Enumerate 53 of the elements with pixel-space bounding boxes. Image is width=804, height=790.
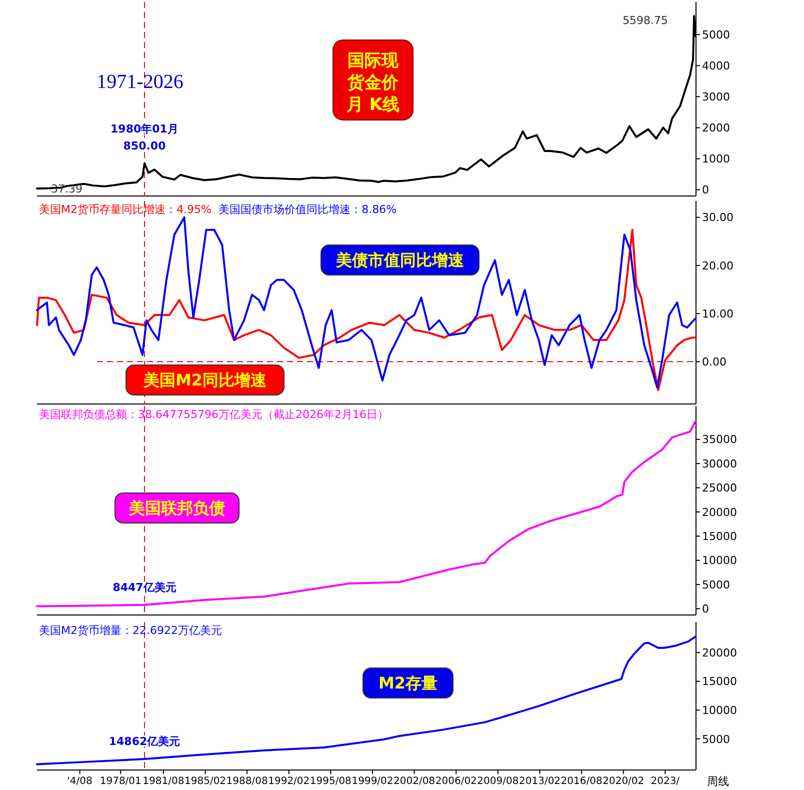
x-tick-label: '4/08 [67,776,92,787]
x-tick-label: 1988/08 [226,776,268,787]
y-tick-label: 5000 [702,578,730,592]
x-tick-label: 1995/08 [310,776,352,787]
annotation: 37.39 [51,182,82,196]
x-tick-label: 2013/02 [519,776,561,787]
y-tick-label: 10.00 [702,307,734,320]
y-tick-label: 30000 [702,457,737,470]
x-tick-label: 1985/02 [184,776,226,787]
y-tick-label: 2000 [702,122,730,135]
y-tick-label: 3000 [702,90,730,104]
text: 美国M2货币存量同比增速：4.95% [39,203,212,216]
y-tick-label: 5000 [702,28,730,42]
y-tick-label: 5000 [702,732,730,746]
x-tick-label: 1978/01 [100,776,142,787]
y-tick-label: 0 [702,602,709,616]
annotation: 1980年01月 850.00 [110,122,178,152]
annotation: 1971-2026 [96,71,184,93]
x-tick-label: 2009/08 [477,776,519,787]
annotation: M2存量 [378,674,438,693]
text: 国际现货金价月 K线 [345,51,400,115]
y-tick-label: 15000 [702,530,737,543]
annotation: 美国联邦负债 [128,498,225,518]
x-tick-label: 2006/02 [435,776,477,787]
x-tick-label: 1992/02 [268,776,310,787]
y-tick-label: 0.00 [702,356,726,369]
y-tick-label: 10000 [702,704,737,717]
y-tick-label: 0 [702,184,709,197]
y-tick-label: 20.00 [702,259,734,272]
y-tick-label: 20000 [702,646,737,660]
y-tick-label: 30.00 [702,211,734,224]
annotation: 14862亿美元 [108,735,180,748]
text: 周线 [707,775,729,788]
annotation: 8447亿美元 [112,580,176,594]
annotation: 美国M2同比增速 [142,370,268,390]
text: 美国M2货币增量：22.6922万亿美元 [39,624,222,637]
series-label: 美国国债市场价值同比增速：8.86% [218,203,397,216]
y-tick-label: 20000 [702,506,737,519]
y-tick-label: 1000 [702,152,730,166]
x-tick-label: 2016/08 [560,776,602,787]
x-tick-label: 2020/02 [602,776,644,787]
y-tick-label: 25000 [702,482,737,495]
annotation: 5598.75 [622,14,668,27]
y-tick-label: 35000 [702,433,737,446]
y-tick-label: 4000 [702,59,730,72]
y-tick-label: 10000 [702,554,737,568]
y-tick-label: 15000 [702,675,737,688]
annotation: 美债市值同比增速 [335,250,465,270]
x-tick-label: 2002/08 [394,776,436,787]
x-tick-label: 1981/08 [142,776,184,787]
text: 美国联邦负债总额：38.647755796万亿美元（截止2026年2月16日） [39,408,388,421]
x-tick-label: 2023/ [650,776,680,787]
x-tick-label: 1999/02 [352,776,394,787]
